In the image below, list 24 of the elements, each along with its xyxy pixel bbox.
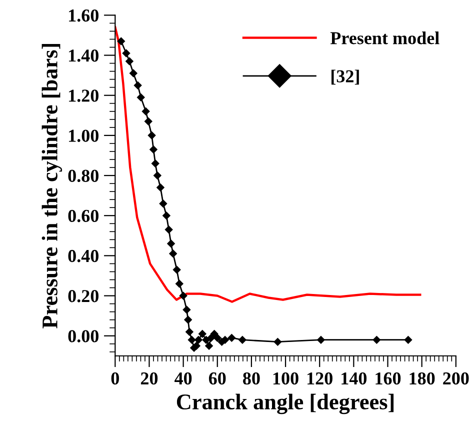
x-tick-label: 20 <box>140 372 158 385</box>
y-tick-label: 1.40 <box>69 50 98 62</box>
y-axis-title: Pressure in the cylindre [bars] <box>42 44 62 328</box>
x-tick-label: 200 <box>443 372 469 385</box>
y-tick-label: 1.00 <box>69 130 98 142</box>
x-tick-label: 80 <box>243 372 260 385</box>
x-tick-label: 40 <box>174 372 192 385</box>
y-tick-label: 0.40 <box>68 250 98 262</box>
x-tick-label: 120 <box>308 372 332 385</box>
x-tick-label: 60 <box>208 372 226 385</box>
y-tick-label: 0.00 <box>68 330 98 342</box>
y-tick-label: 0.80 <box>68 170 98 182</box>
y-tick-label: 0.20 <box>68 290 98 302</box>
y-tick-label: 1.20 <box>69 90 98 102</box>
y-tick-label: 0.60 <box>68 210 98 222</box>
x-tick-label: 100 <box>273 372 298 385</box>
legend-label: [32] <box>332 70 359 85</box>
x-tick-label: 160 <box>376 372 401 385</box>
y-tick-label: 1.60 <box>69 9 98 22</box>
x-tick-label: 0 <box>111 372 119 385</box>
x-tick-label: 180 <box>410 372 435 385</box>
legend-label: Present model <box>330 32 440 44</box>
x-axis-title: Cranck angle [degrees] <box>176 394 394 414</box>
x-tick-label: 140 <box>342 372 367 385</box>
